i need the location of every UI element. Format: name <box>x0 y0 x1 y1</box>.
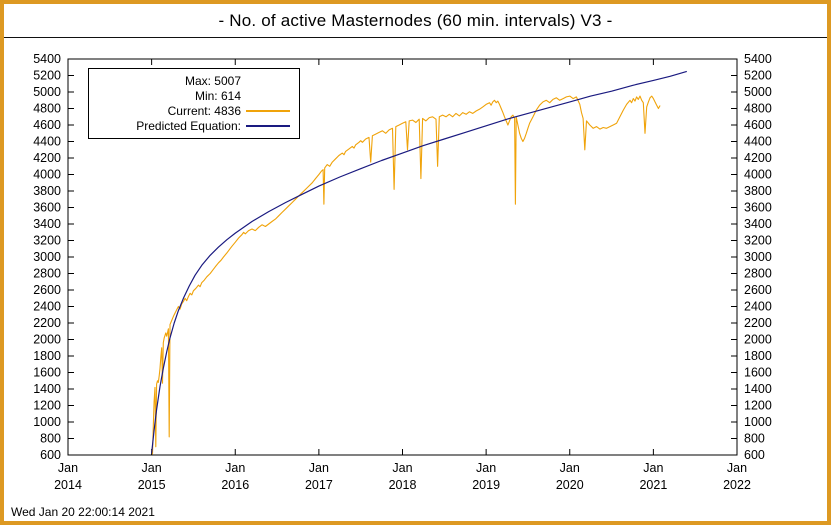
legend-row-current: Current: 4836 <box>93 103 295 118</box>
y-tick-label-right: 2200 <box>744 316 772 330</box>
y-tick-label-left: 5400 <box>33 52 61 66</box>
actual-masternodes-line <box>151 95 661 455</box>
y-tick-label-right: 5400 <box>744 52 772 66</box>
legend-max-sample <box>246 73 290 88</box>
y-tick-label-left: 5200 <box>33 69 61 83</box>
y-tick-label-right: 3200 <box>744 234 772 248</box>
legend-row-max: Max: 5007 <box>93 73 295 88</box>
y-tick-label-left: 4600 <box>33 118 61 132</box>
legend-current-label: Current: 4836 <box>167 103 241 118</box>
y-tick-label-left: 2400 <box>33 300 61 314</box>
y-tick-label-left: 3800 <box>33 184 61 198</box>
y-tick-label-left: 800 <box>40 432 61 446</box>
y-tick-label-left: 3000 <box>33 250 61 264</box>
y-tick-label-right: 4200 <box>744 151 772 165</box>
x-tick-label-month: Jan <box>309 461 329 475</box>
y-tick-label-left: 4000 <box>33 168 61 182</box>
y-tick-label-left: 1000 <box>33 415 61 429</box>
y-tick-label-right: 2400 <box>744 300 772 314</box>
y-tick-label-right: 600 <box>744 448 765 462</box>
x-tick-label-year: 2022 <box>723 478 751 492</box>
y-tick-label-left: 1400 <box>33 382 61 396</box>
y-tick-label-left: 2600 <box>33 283 61 297</box>
y-tick-label-left: 5000 <box>33 85 61 99</box>
y-tick-label-right: 5000 <box>744 85 772 99</box>
y-tick-label-left: 1800 <box>33 349 61 363</box>
y-tick-label-right: 5200 <box>744 69 772 83</box>
x-tick-label-month: Jan <box>727 461 747 475</box>
y-tick-label-left: 2000 <box>33 333 61 347</box>
legend-min-sample <box>246 88 290 103</box>
y-tick-label-right: 800 <box>744 432 765 446</box>
x-tick-label-month: Jan <box>225 461 245 475</box>
legend-row-min: Min: 614 <box>93 88 295 103</box>
legend-min-label: Min: 614 <box>194 88 241 103</box>
y-tick-label-left: 4200 <box>33 151 61 165</box>
x-tick-label-month: Jan <box>58 461 78 475</box>
y-tick-label-right: 3800 <box>744 184 772 198</box>
y-tick-label-right: 3000 <box>744 250 772 264</box>
predicted-equation-line <box>151 70 687 454</box>
x-tick-label-year: 2014 <box>54 478 82 492</box>
y-tick-label-left: 3400 <box>33 217 61 231</box>
y-tick-label-right: 3400 <box>744 217 772 231</box>
x-tick-label-month: Jan <box>142 461 162 475</box>
masternode-chart-plot: 600 600 800 800 1000 1000 1200 1200 1400 1400 1600… <box>33 52 772 492</box>
legend-box: Max: 5007 Min: 614 Current: 4836 Predict… <box>88 68 300 139</box>
y-tick-label-right: 1600 <box>744 366 772 380</box>
y-tick-label-left: 4800 <box>33 102 61 116</box>
y-tick-label-right: 4800 <box>744 102 772 116</box>
x-tick-label-year: 2020 <box>556 478 584 492</box>
y-tick-label-right: 1800 <box>744 349 772 363</box>
y-tick-label-right: 4000 <box>744 168 772 182</box>
timestamp: Wed Jan 20 22:00:14 2021 <box>11 505 155 519</box>
legend-predicted-label: Predicted Equation: <box>136 118 241 133</box>
y-tick-label-left: 2800 <box>33 267 61 281</box>
x-tick-label-year: 2016 <box>221 478 249 492</box>
y-tick-label-right: 2600 <box>744 283 772 297</box>
y-tick-label-right: 1200 <box>744 399 772 413</box>
y-tick-label-left: 2200 <box>33 316 61 330</box>
legend-row-predicted: Predicted Equation: <box>93 118 295 133</box>
legend-max-label: Max: 5007 <box>184 73 241 88</box>
y-tick-label-right: 2000 <box>744 333 772 347</box>
y-tick-label-left: 3200 <box>33 234 61 248</box>
y-tick-label-left: 4400 <box>33 135 61 149</box>
x-tick-label-year: 2018 <box>389 478 417 492</box>
x-tick-label-month: Jan <box>392 461 412 475</box>
y-tick-label-right: 1000 <box>744 415 772 429</box>
x-tick-label-month: Jan <box>560 461 580 475</box>
legend-predicted-line-sample <box>246 118 290 133</box>
y-tick-label-right: 4400 <box>744 135 772 149</box>
x-tick-label-year: 2019 <box>472 478 500 492</box>
y-tick-label-right: 2800 <box>744 267 772 281</box>
x-tick-label-year: 2015 <box>138 478 166 492</box>
legend-current-line-sample <box>246 103 290 118</box>
chart-title: - No. of active Masternodes (60 min. int… <box>218 10 613 30</box>
x-tick-label-month: Jan <box>643 461 663 475</box>
y-tick-label-right: 1400 <box>744 382 772 396</box>
x-tick-label-month: Jan <box>476 461 496 475</box>
chart-title-bar: - No. of active Masternodes (60 min. int… <box>4 4 827 38</box>
y-tick-label-left: 1200 <box>33 399 61 413</box>
y-tick-label-left: 1600 <box>33 366 61 380</box>
x-tick-label-year: 2017 <box>305 478 333 492</box>
y-tick-label-left: 600 <box>40 448 61 462</box>
y-tick-label-left: 3600 <box>33 201 61 215</box>
x-tick-label-year: 2021 <box>639 478 667 492</box>
y-tick-label-right: 3600 <box>744 201 772 215</box>
y-tick-label-right: 4600 <box>744 118 772 132</box>
